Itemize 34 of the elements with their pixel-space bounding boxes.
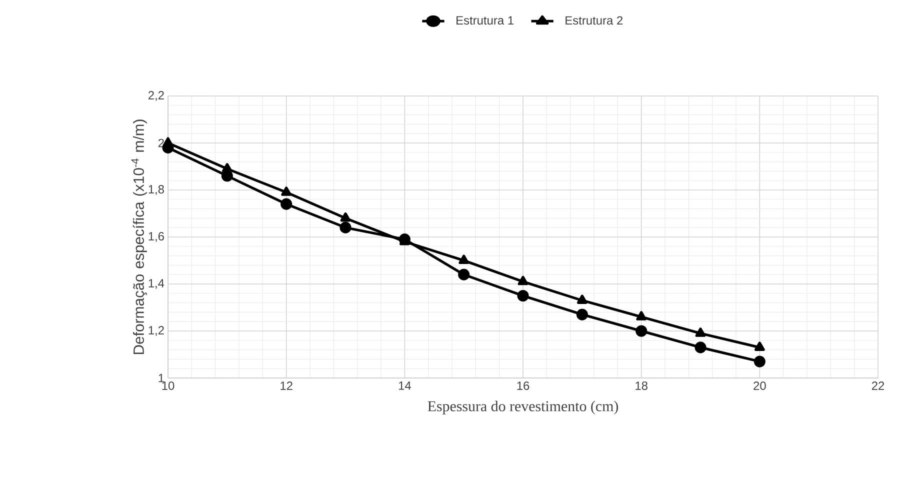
point — [754, 342, 765, 351]
x-tick-label: 18 — [636, 382, 648, 390]
y-tick-label: 1 — [158, 374, 164, 382]
y-tick-label: 2,2 — [148, 91, 164, 101]
point — [636, 311, 647, 320]
point — [458, 268, 470, 280]
point — [518, 276, 528, 286]
x-axis-title: Espessura do revestimento (cm) — [428, 400, 618, 414]
point — [340, 222, 352, 234]
point — [281, 186, 292, 196]
y-tick-label: 1,4 — [148, 279, 164, 289]
point — [636, 325, 648, 337]
point — [517, 290, 529, 302]
y-tick-label: 1,2 — [148, 326, 164, 336]
x-tick-label: 20 — [754, 382, 766, 390]
y-tick-label: 1,6 — [148, 232, 164, 242]
y-tick-label: 1,8 — [148, 185, 164, 195]
point — [576, 308, 588, 320]
point — [280, 198, 292, 210]
legend-label: Estrutura 2 — [566, 16, 623, 25]
point — [222, 163, 232, 172]
x-tick-label: 12 — [280, 382, 292, 390]
point — [458, 254, 470, 264]
point — [694, 342, 706, 354]
point — [577, 294, 588, 304]
y-axis-title: Deformação específica (x10$^{-4}$ m/m) — [131, 120, 148, 354]
point — [695, 328, 706, 337]
x-tick-label: 10 — [162, 382, 174, 390]
legend-label: Estrutura 1 — [456, 16, 514, 25]
x-tick-label: 16 — [517, 382, 530, 390]
x-tick-label: 22 — [872, 382, 884, 390]
point — [340, 212, 351, 222]
x-tick-label: 14 — [398, 382, 411, 390]
point — [754, 356, 766, 368]
